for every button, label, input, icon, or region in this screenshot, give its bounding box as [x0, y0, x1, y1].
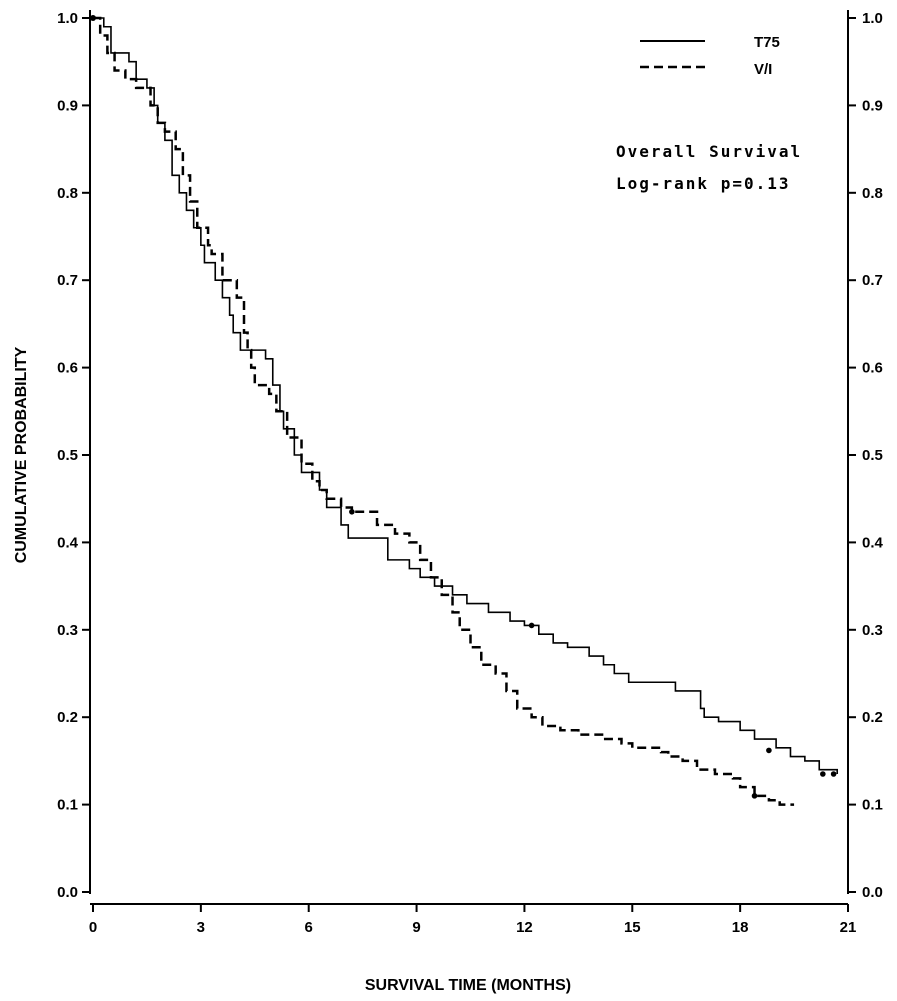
- legend-label-t75: T75: [754, 34, 780, 51]
- y-tick-label-left: 0.5: [57, 447, 78, 464]
- legend-label-vi: V/I: [754, 61, 772, 78]
- x-axis-title: SURVIVAL TIME (MONTHS): [365, 977, 571, 994]
- y-tick-label-right: 0.2: [862, 709, 883, 726]
- legend: T75 V/I: [640, 34, 780, 78]
- x-tick-label: 21: [840, 919, 857, 936]
- x-tick-label: 18: [732, 919, 749, 936]
- y-tick-label-right: 1.0: [862, 10, 883, 27]
- y-tick-label-right: 0.0: [862, 884, 883, 901]
- y-tick-label-right: 0.3: [862, 622, 883, 639]
- x-tick-label: 12: [516, 919, 533, 936]
- censor-mark: [830, 771, 837, 777]
- y-tick-label-left: 0.9: [57, 97, 78, 114]
- x-tick-label: 15: [624, 919, 641, 936]
- y-tick-label-right: 0.8: [862, 185, 883, 202]
- x-tick-label: 6: [305, 919, 313, 936]
- y-tick-label-left: 0.4: [57, 534, 79, 551]
- censor-mark: [820, 771, 826, 777]
- censor-mark: [528, 622, 535, 629]
- y-tick-label-left: 0.0: [57, 884, 78, 901]
- series-layer: [90, 15, 839, 806]
- censor-mark: [751, 793, 758, 799]
- y-tick-label-right: 0.4: [862, 534, 884, 551]
- y-tick-label-left: 1.0: [57, 10, 78, 27]
- series-line-t75: [93, 17, 839, 775]
- censor-mark: [349, 509, 355, 515]
- x-tick-label: 0: [89, 919, 97, 936]
- annotation-log-rank: Log-rank p=0.13: [616, 174, 791, 193]
- censor-mark: [766, 747, 772, 754]
- y-tick-label-right: 0.1: [862, 797, 883, 814]
- y-tick-label-left: 0.6: [57, 360, 78, 377]
- y-tick-label-left: 0.7: [57, 272, 78, 289]
- series-line-vi: [93, 16, 795, 806]
- y-axis-title: CUMULATIVE PROBABILITY: [13, 346, 30, 563]
- y-tick-label-left: 0.1: [57, 797, 78, 814]
- y-tick-label-right: 0.6: [862, 360, 883, 377]
- x-tick-label: 3: [197, 919, 205, 936]
- axes: 0.0 0.0 0.1 0.1 0.2 0.2 0.3 0.3 0.4 0.4 0.5 0.5 0.6 0…: [57, 10, 884, 936]
- y-tick-label-right: 0.7: [862, 272, 883, 289]
- y-tick-label-left: 0.2: [57, 709, 78, 726]
- y-tick-label-left: 0.3: [57, 622, 78, 639]
- x-tick-label: 9: [412, 919, 420, 936]
- y-tick-label-left: 0.8: [57, 185, 78, 202]
- y-tick-label-right: 0.5: [862, 447, 883, 464]
- annotation: Overall Survival Log-rank p=0.13: [616, 142, 802, 193]
- y-tick-label-right: 0.9: [862, 97, 883, 114]
- start-point: [90, 15, 96, 21]
- annotation-overall-survival: Overall Survival: [616, 142, 802, 161]
